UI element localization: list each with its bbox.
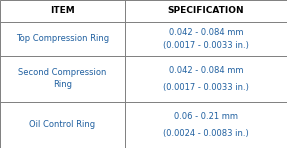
Text: ITEM: ITEM (50, 7, 75, 15)
Text: (0.0017 - 0.0033 in.): (0.0017 - 0.0033 in.) (163, 41, 249, 50)
Text: Oil Control Ring: Oil Control Ring (29, 120, 96, 129)
Text: 0.042 - 0.084 mm: 0.042 - 0.084 mm (169, 66, 243, 75)
Text: (0.0024 - 0.0083 in.): (0.0024 - 0.0083 in.) (163, 129, 249, 138)
Text: Second Compression
Ring: Second Compression Ring (18, 69, 106, 89)
Text: Top Compression Ring: Top Compression Ring (16, 34, 109, 43)
Text: (0.0017 - 0.0033 in.): (0.0017 - 0.0033 in.) (163, 83, 249, 92)
Text: 0.06 - 0.21 mm: 0.06 - 0.21 mm (174, 112, 238, 121)
Text: 0.042 - 0.084 mm: 0.042 - 0.084 mm (169, 28, 243, 37)
Text: SPECIFICATION: SPECIFICATION (168, 7, 244, 15)
